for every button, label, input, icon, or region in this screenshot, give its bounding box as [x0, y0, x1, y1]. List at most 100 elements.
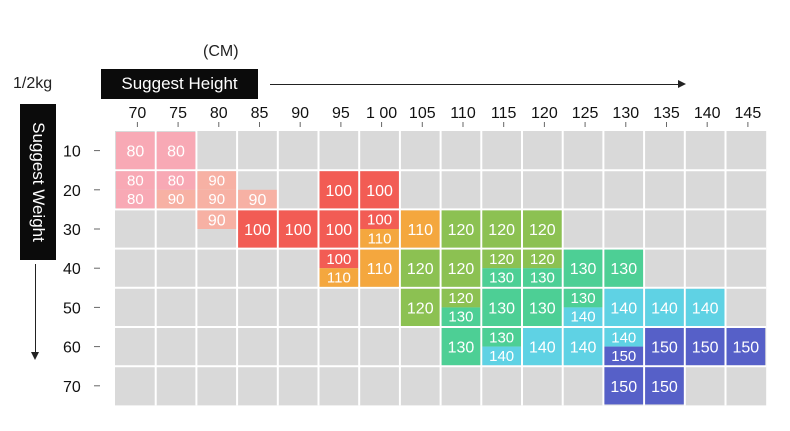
size-cell	[360, 210, 399, 229]
size-cell	[441, 210, 481, 248]
size-cell	[400, 288, 440, 326]
size-cell	[523, 249, 562, 269]
size-cell	[604, 288, 644, 326]
size-cell	[604, 346, 644, 366]
height-unit-label: (CM)	[203, 43, 239, 60]
size-cell	[482, 249, 521, 269]
height-tick-label: 145	[735, 105, 762, 122]
size-cell-label: 100	[325, 222, 352, 239]
suggest-height-title: Suggest Height	[101, 69, 258, 99]
size-cell	[482, 346, 521, 366]
height-tick-label: 115	[491, 105, 517, 122]
size-cell-label: 110	[327, 270, 351, 287]
size-cell	[645, 367, 684, 405]
size-cell-label: 140	[611, 329, 636, 346]
size-cell-label: 140	[571, 309, 596, 326]
size-cell-label: 120	[488, 222, 515, 239]
size-cell-label: 80	[167, 144, 185, 161]
size-cell	[360, 229, 399, 248]
height-tick-label: 75	[169, 105, 187, 122]
size-cell-label: 140	[651, 300, 678, 317]
weight-unit-label: 1/2kg	[13, 75, 53, 92]
size-cell	[197, 210, 237, 229]
size-cell-label: 150	[611, 348, 636, 365]
height-tick-label: 95	[332, 105, 350, 122]
weight-tick-label: 50	[63, 300, 81, 317]
size-cell-label: 150	[610, 379, 637, 396]
size-cell	[360, 171, 399, 209]
height-ticks: 70 75 80 85 90 95 1 00 105 110 115 120 125 130 135 140…	[128, 105, 761, 127]
size-cell	[319, 249, 359, 269]
size-cell	[482, 288, 521, 326]
size-cell-label: 100	[244, 222, 271, 239]
size-cell-label: 150	[651, 379, 678, 396]
size-cell	[685, 328, 725, 366]
size-cell	[645, 288, 684, 326]
size-cell	[278, 210, 318, 248]
weight-tick-label: 40	[63, 261, 81, 278]
size-cell-label: 150	[732, 340, 759, 357]
size-cell	[726, 328, 766, 366]
size-cell-label: 120	[489, 251, 514, 268]
size-cell-label: 130	[571, 290, 596, 307]
height-tick-label: 70	[128, 105, 146, 122]
size-cell	[604, 328, 644, 347]
size-cell-label: 120	[529, 222, 556, 239]
height-tick-label: 135	[653, 105, 680, 122]
size-cell-label: 110	[368, 230, 392, 247]
size-cell-label: 140	[570, 340, 597, 357]
size-cell	[238, 189, 277, 209]
size-cell-label: 140	[529, 340, 556, 357]
size-cell-label: 130	[570, 261, 597, 278]
size-cell	[523, 288, 562, 326]
size-cell-label: 90	[249, 192, 267, 209]
right-arrow-icon	[678, 80, 686, 88]
height-tick-label: 90	[291, 105, 309, 122]
size-cell	[156, 132, 196, 170]
height-tick-label: 130	[612, 105, 639, 122]
size-cell-label: 130	[489, 270, 514, 287]
size-cell-label: 140	[610, 300, 637, 317]
size-cell	[604, 249, 644, 287]
weight-tick-label: 70	[63, 379, 81, 396]
size-cell-label: 90	[208, 173, 225, 190]
size-cell-label: 100	[285, 222, 312, 239]
size-cell	[523, 328, 562, 366]
size-cell-label: 90	[168, 191, 185, 208]
size-cell	[523, 268, 562, 287]
size-cell-label: 110	[407, 222, 433, 239]
height-tick-label: 105	[409, 105, 436, 122]
size-cell-label: 130	[529, 300, 556, 317]
size-cell-label: 130	[489, 329, 514, 346]
height-tick-label: 110	[450, 105, 476, 122]
height-axis-arrow-line	[270, 84, 680, 85]
size-cell	[116, 189, 155, 209]
size-cell	[441, 249, 481, 287]
size-cell	[563, 307, 603, 326]
size-cell	[360, 249, 399, 287]
size-cell	[604, 367, 644, 405]
size-cell	[563, 288, 603, 308]
size-cell-label: 140	[692, 300, 719, 317]
size-cell-label: 120	[448, 261, 475, 278]
size-cell	[563, 328, 603, 366]
size-cell-label: 130	[448, 309, 473, 326]
size-cell	[197, 171, 237, 190]
size-cell-label: 90	[208, 213, 226, 230]
weight-axis-arrow-line	[35, 264, 36, 354]
size-cell	[319, 210, 359, 248]
height-tick-label: 1 00	[366, 105, 397, 122]
size-cell	[482, 268, 521, 287]
size-cell	[563, 249, 603, 287]
size-cell-label: 120	[407, 261, 434, 278]
size-cell-label: 80	[127, 191, 144, 208]
size-cell-label: 140	[489, 348, 514, 365]
size-cell-label: 90	[208, 191, 225, 208]
weight-tick-label: 30	[63, 222, 81, 239]
size-cell-label: 100	[325, 183, 352, 200]
size-cell	[441, 307, 481, 326]
size-cell-label: 110	[367, 261, 393, 278]
size-cell-label: 80	[127, 173, 144, 190]
size-cell-label: 130	[448, 340, 475, 357]
